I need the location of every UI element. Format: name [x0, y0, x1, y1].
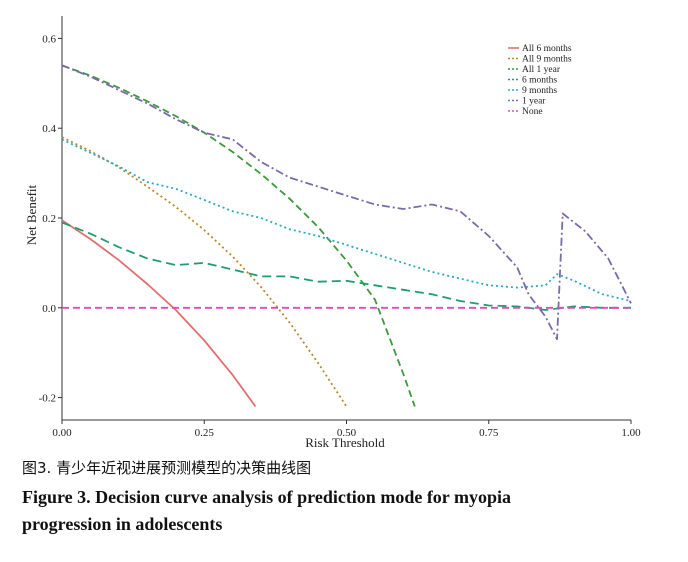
series-line-1-year	[61, 64, 632, 341]
legend-label: All 9 months	[522, 55, 572, 65]
y-tick-label: 0.6	[42, 33, 56, 45]
legend-label: None	[522, 107, 543, 117]
y-ticks: -0.2 0.0 0.2 0.4 0.6	[39, 33, 62, 405]
series-layer	[61, 64, 632, 408]
y-axis-title: Net Benefit	[24, 184, 39, 245]
legend-label: All 6 months	[522, 44, 572, 54]
x-tick-label: 0.75	[479, 427, 499, 439]
figure-caption-english-line2: progression in adolescents	[22, 514, 223, 534]
series-line-all-9-months	[61, 136, 348, 407]
legend-label: 9 months	[522, 86, 557, 96]
decision-curve-chart: -0.2 0.0 0.2 0.4 0.6 0.00 0.25 0.50 0.75 1.00 Ri…	[24, 16, 641, 450]
y-tick-label: 0.0	[42, 303, 56, 315]
series-line-6-months	[61, 221, 631, 311]
x-axis-title: Risk Threshold	[305, 435, 385, 450]
figure-caption-english-line1: Figure 3. Decision curve analysis of pre…	[22, 487, 511, 507]
legend-label: 1 year	[522, 97, 546, 107]
legend-label: All 1 year	[522, 65, 561, 75]
series-line-all-1-year	[61, 64, 416, 407]
legend-label: 6 months	[522, 76, 557, 86]
x-tick-label: 1.00	[621, 427, 641, 439]
x-tick-label: 0.25	[195, 427, 215, 439]
figure-caption-chinese: 图3. 青少年近视进展预测模型的决策曲线图	[22, 459, 312, 477]
x-tick-label: 0.50	[337, 427, 357, 439]
y-tick-label: 0.4	[42, 123, 56, 135]
y-tick-label: -0.2	[39, 393, 56, 405]
series-line-9-months	[61, 138, 632, 302]
x-tick-label: 0.00	[52, 427, 72, 439]
series-line-all-6-months	[61, 219, 257, 408]
y-tick-label: 0.2	[42, 213, 56, 225]
x-ticks: 0.00 0.25 0.50 0.75 1.00	[52, 420, 641, 439]
